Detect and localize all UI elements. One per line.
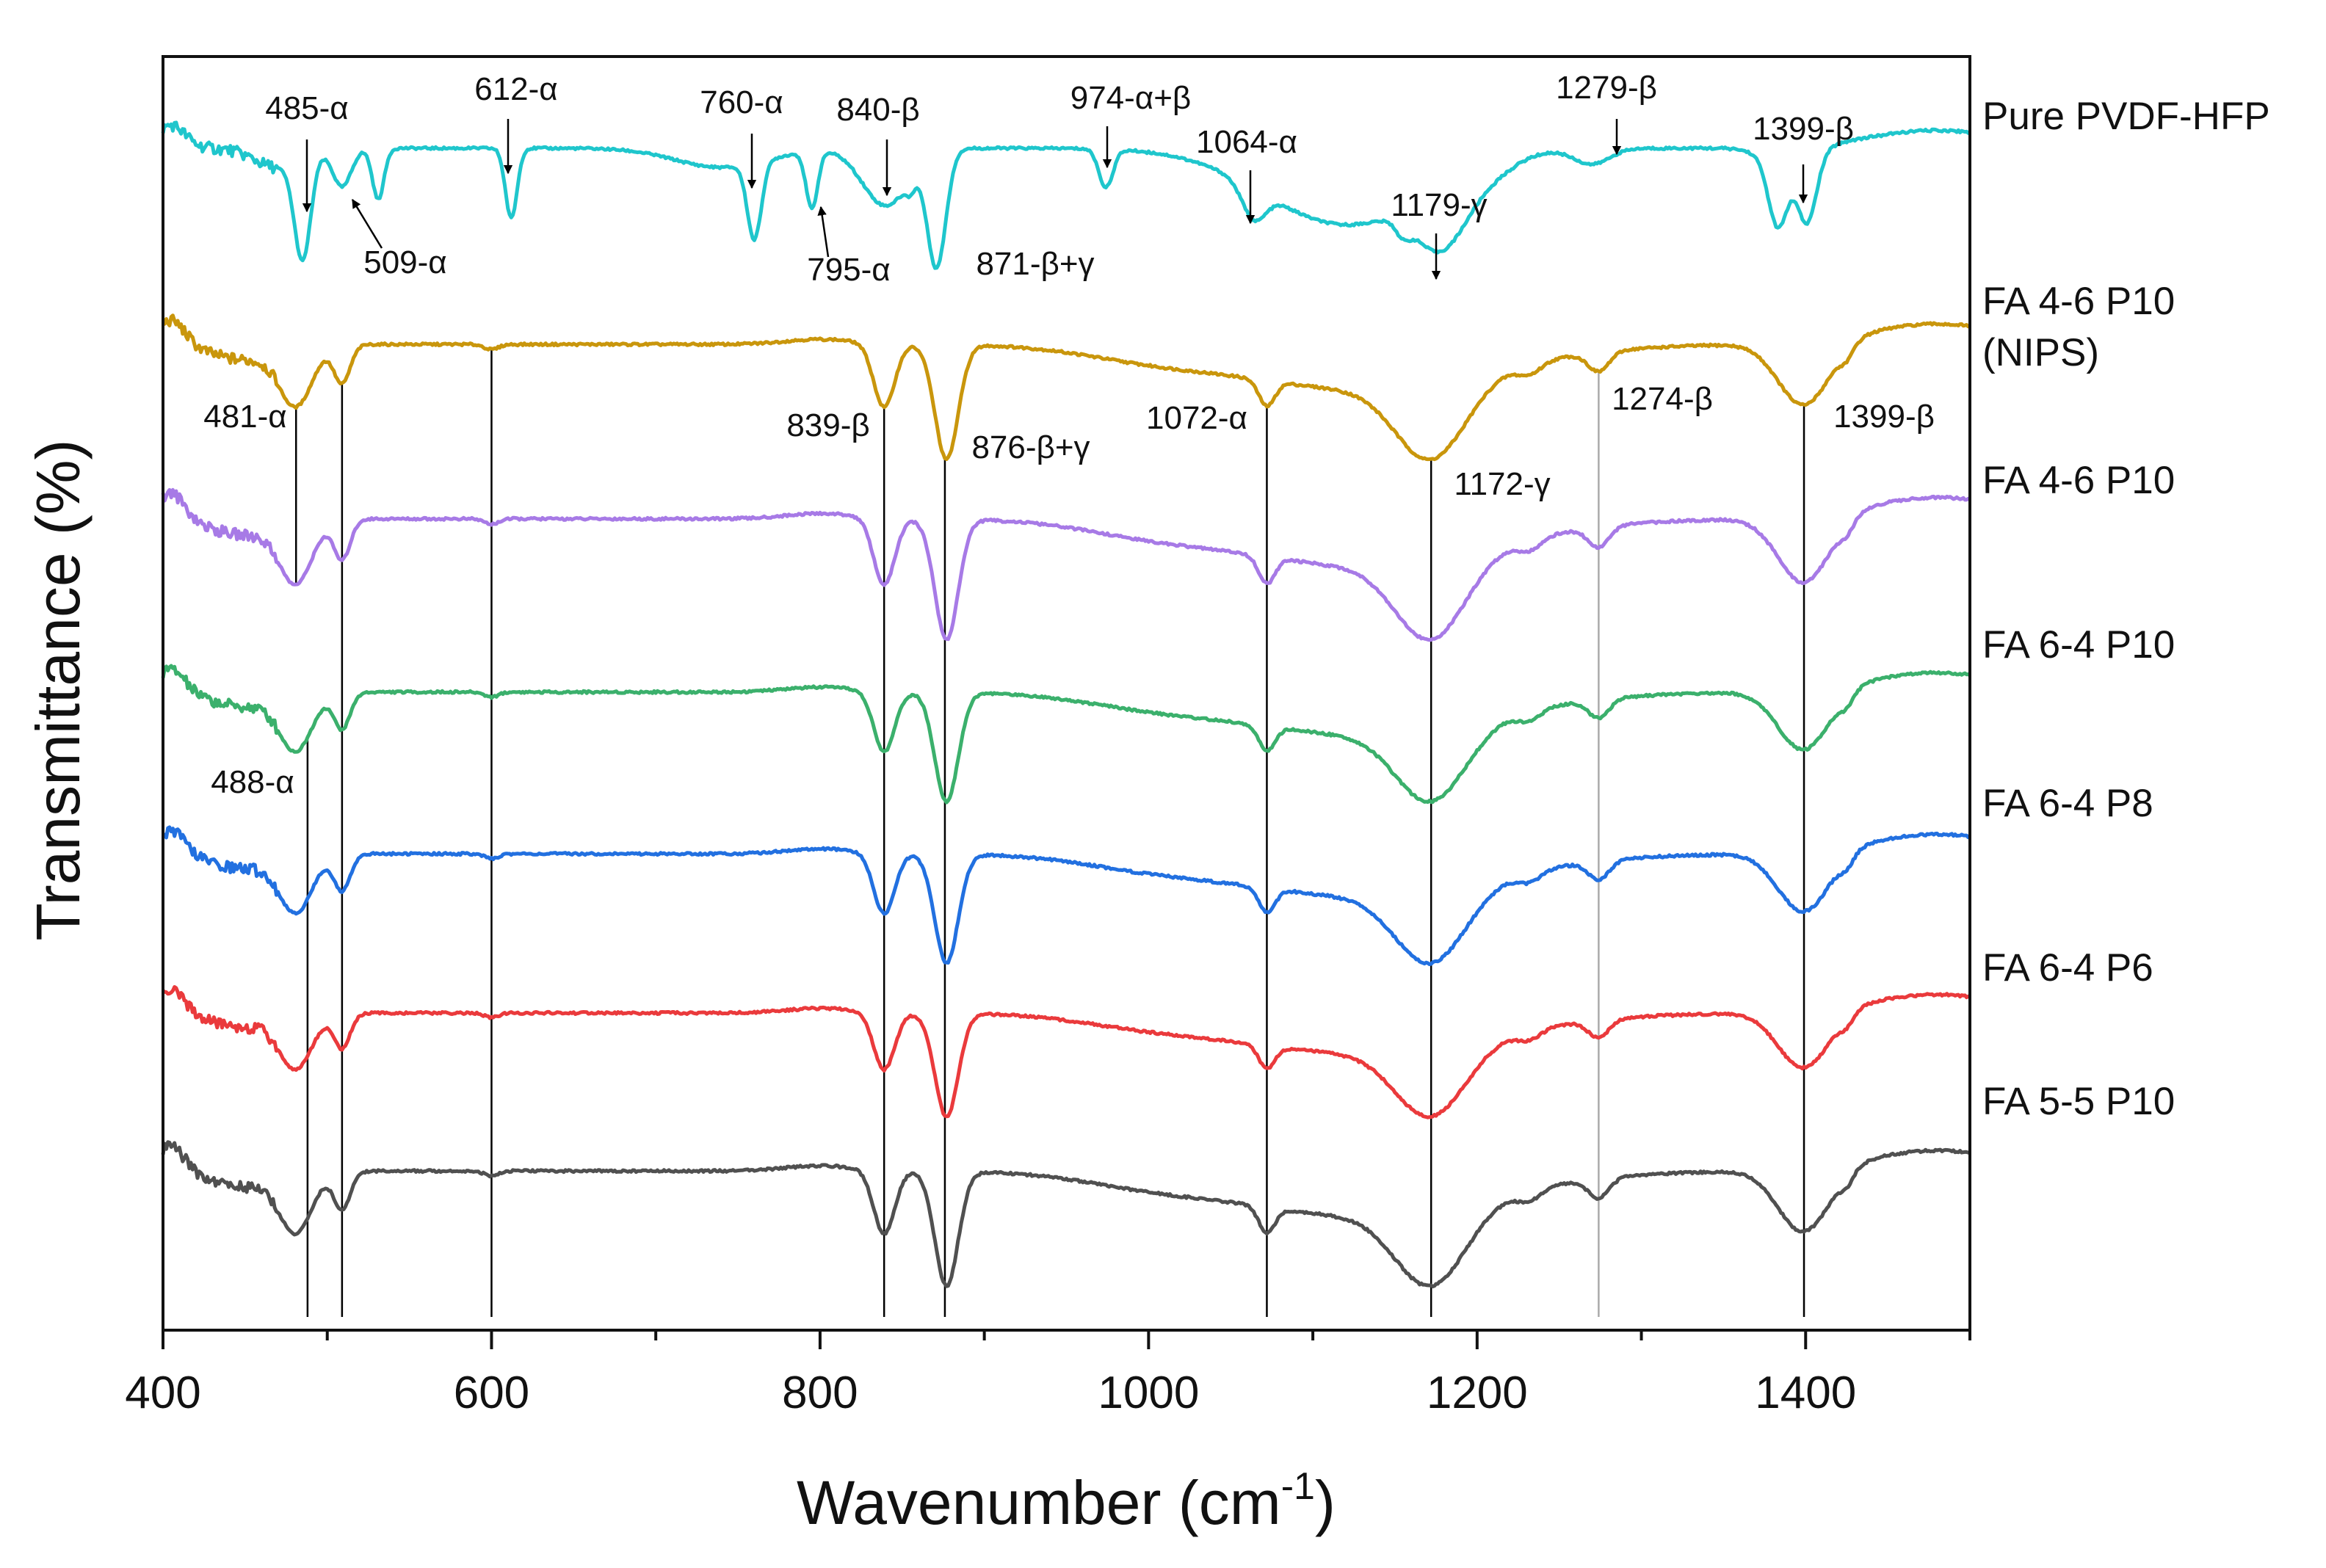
series-label: FA 5-5 P10 [1982,1080,2175,1123]
x-tick-label: 400 [125,1368,200,1418]
peak-label-fa: 876-β+γ [971,429,1090,465]
series-line-5 [162,985,1971,1119]
peak-label-pure: 1179-γ [1391,187,1487,223]
series-line-2 [161,487,1971,642]
peak-label-pure: 1064-α [1196,124,1297,160]
x-axis-title: Wavenumber (cm-1) [797,1465,1336,1537]
series-line-3 [161,664,1971,805]
peak-label-pure: 760-α [700,84,783,120]
x-tick-label: 800 [782,1368,858,1418]
x-axis-ticks: 400 600 800 1000 1200 1400 [125,1330,1971,1418]
x-tick-label: 600 [454,1368,529,1418]
series-label: Pure PVDF-HFP [1982,95,2270,138]
arrow-icon [817,206,830,258]
series-line-1 [161,313,1971,462]
series-labels: Pure PVDF-HFP FA 4-6 P10 (NIPS) FA 4-6 P10 F… [1982,95,2270,1123]
y-axis-title: Transmittance (%) [23,439,93,940]
peak-label-fa: 1399-β [1833,399,1935,435]
peak-label-pure: 485-α [265,90,349,126]
series-line-6 [161,1140,1971,1288]
x-tick-label: 1400 [1755,1368,1856,1418]
series-label: FA 6-4 P8 [1982,782,2153,825]
peak-label-fa: 1274-β [1612,381,1713,417]
series-line-0 [161,120,1971,270]
x-tick-label: 1200 [1427,1368,1528,1418]
peak-label-fa: 488-α [211,764,294,800]
peak-label-pure: 509-α [363,244,447,280]
peak-label-pure: 1399-β [1753,111,1854,147]
peak-label-fa: 839-β [786,407,869,443]
x-tick-label: 1000 [1098,1368,1199,1418]
series-label: (NIPS) [1982,331,2099,374]
plot-frame [162,55,1971,1332]
series-label: FA 4-6 P10 [1982,280,2175,323]
series-label: FA 4-6 P10 [1982,459,2175,502]
series-label: FA 6-4 P10 [1982,623,2175,667]
peak-label-fa: 481-α [203,399,287,435]
peak-label-fa: 1172-γ [1454,466,1550,502]
reference-lines [294,349,1805,1317]
peak-label-pure: 974-α+β [1070,80,1192,116]
peak-label-pure: 840-β [836,92,919,128]
arrow-icon [351,198,383,249]
series-line-4 [162,825,1971,967]
peak-label-fa: 1072-α [1146,400,1247,436]
peak-label-pure: 612-α [474,71,558,107]
peak-label-pure: 795-α [807,252,891,288]
series-label: FA 6-4 P6 [1982,946,2153,990]
spectra-traces [161,120,1971,1288]
peak-label-pure: 871-β+γ [976,246,1094,282]
peak-label-pure: 1279-β [1556,70,1657,106]
